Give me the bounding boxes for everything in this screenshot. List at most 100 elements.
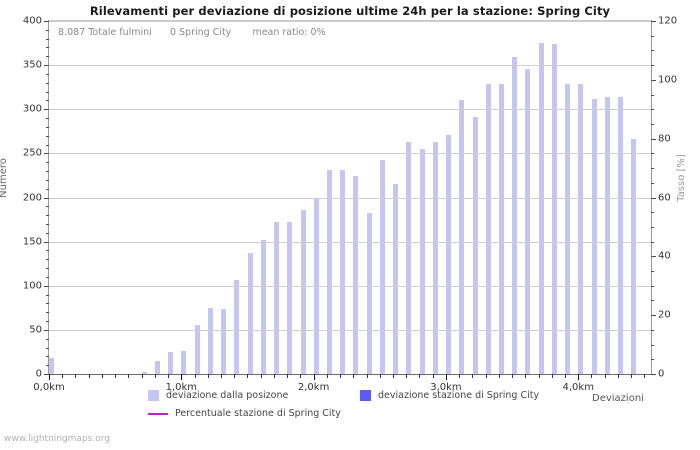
bar — [578, 83, 584, 374]
bar — [379, 159, 385, 374]
gridline — [49, 65, 651, 67]
bar — [432, 141, 438, 374]
x-axis-minor-tick — [604, 374, 606, 378]
bar — [472, 117, 478, 374]
x-axis-minor-tick — [644, 374, 646, 378]
y-axis-tick-label-right: 120 — [658, 15, 678, 27]
bar-series-deviazione-dalla-posizone — [49, 21, 651, 374]
y-axis-tick-left — [44, 65, 49, 67]
y-axis-minor-tick-right — [651, 153, 654, 155]
y-axis-minor-tick-right — [651, 65, 654, 67]
legend-item-label: Percentuale stazione di Spring City — [175, 408, 341, 419]
legend-item[interactable]: deviazione stazione di Spring City — [360, 390, 539, 401]
bar — [274, 222, 280, 374]
bar — [340, 170, 346, 374]
y-axis-minor-tick-right — [651, 35, 654, 37]
x-axis-minor-tick — [207, 374, 209, 378]
x-axis-minor-tick — [340, 374, 342, 378]
y-axis-minor-tick-right — [651, 123, 654, 125]
bar — [234, 279, 240, 374]
bar — [498, 83, 504, 374]
x-axis-minor-tick — [326, 374, 328, 378]
x-axis-minor-tick — [75, 374, 77, 378]
y-axis-tick-right — [651, 197, 656, 199]
y-axis-tick-label-right: 40 — [658, 250, 671, 262]
x-axis-minor-tick — [273, 374, 275, 378]
x-axis-minor-tick — [168, 374, 170, 378]
x-axis-tick-label: 1,0km — [165, 382, 198, 393]
bar — [485, 83, 491, 374]
bar — [260, 239, 266, 374]
bar — [618, 96, 624, 374]
x-axis-minor-tick — [221, 374, 222, 378]
x-axis-tick-label: 3,0km — [430, 382, 462, 393]
bar — [393, 184, 399, 374]
y-axis-tick-label-right: 80 — [658, 133, 671, 145]
bar — [300, 209, 306, 374]
y-axis-tick-left — [44, 21, 49, 22]
bar — [181, 351, 187, 374]
x-axis-minor-tick — [472, 374, 474, 378]
x-axis-minor-tick — [565, 374, 566, 378]
x-axis-minor-tick — [459, 374, 461, 378]
y-axis-tick-label-left: 400 — [22, 15, 42, 27]
y-axis-minor-tick-right — [651, 271, 654, 273]
x-axis-minor-tick — [591, 374, 593, 378]
y-axis-tick-left — [44, 329, 49, 331]
y-axis-tick-label-left: 0 — [35, 368, 42, 380]
bar — [604, 96, 610, 374]
y-axis-minor-tick-left — [46, 223, 49, 225]
bar — [525, 68, 531, 374]
y-axis-minor-tick-left — [46, 338, 49, 340]
x-axis-minor-tick — [551, 374, 553, 378]
x-axis-minor-tick — [260, 374, 262, 378]
legend-item[interactable]: Percentuale stazione di Spring City — [148, 408, 341, 419]
y-axis-minor-tick-right — [651, 182, 654, 184]
bar — [207, 307, 213, 374]
x-axis-tick-label: 2,0km — [297, 382, 330, 393]
y-axis-minor-tick-left — [46, 179, 49, 181]
y-axis-tick-label-left: 50 — [29, 324, 42, 336]
y-axis-tick-right — [651, 21, 656, 22]
y-axis-minor-tick-right — [651, 344, 654, 346]
y-axis-minor-tick-left — [46, 268, 49, 270]
y-axis-minor-tick-left — [46, 144, 49, 146]
bar — [49, 358, 55, 374]
bar — [141, 372, 147, 374]
bar — [631, 139, 637, 374]
legend-color-swatch — [148, 390, 159, 401]
bar — [551, 43, 557, 374]
x-axis-minor-tick — [485, 374, 487, 378]
y-axis-tick-label-left: 200 — [22, 192, 42, 203]
y-axis-minor-tick-left — [46, 321, 49, 323]
gridline — [49, 109, 651, 111]
x-axis-major-tick — [313, 374, 315, 380]
chart-subtitle: 8.087 Totale fulmini 0 Spring City mean … — [58, 27, 326, 38]
watermark: www.lightningmaps.org — [4, 434, 110, 444]
x-axis-tick-label: 4,0km — [562, 382, 594, 393]
legend-item[interactable]: deviazione dalla posizone — [148, 390, 288, 401]
x-axis-major-tick — [445, 374, 447, 380]
y-axis-minor-tick-right — [651, 329, 654, 331]
x-axis-minor-tick — [247, 374, 249, 378]
y-axis-minor-tick-right — [651, 168, 654, 170]
y-axis-minor-tick-left — [46, 259, 49, 261]
y-axis-minor-tick-left — [46, 29, 49, 31]
legend-row-secondary: Percentuale stazione di Spring City — [0, 408, 700, 422]
y-axis-tick-label-left: 100 — [22, 280, 42, 292]
y-axis-title-right: Tasso [%] — [676, 154, 687, 202]
x-axis-minor-tick — [154, 374, 156, 378]
y-axis-tick-right — [651, 374, 656, 375]
y-axis-minor-tick-left — [46, 91, 49, 93]
bar — [565, 83, 571, 374]
y-axis-minor-tick-right — [651, 241, 654, 243]
y-axis-minor-tick-left — [46, 356, 49, 358]
bar — [154, 360, 160, 374]
y-axis-minor-tick-right — [651, 109, 654, 111]
y-axis-tick-label-left: 250 — [22, 147, 42, 159]
y-axis-title-left: Numero — [0, 158, 9, 198]
bar — [194, 325, 200, 374]
x-axis-minor-tick — [287, 374, 289, 378]
legend-color-swatch — [360, 390, 371, 401]
x-axis-minor-tick — [379, 374, 381, 378]
